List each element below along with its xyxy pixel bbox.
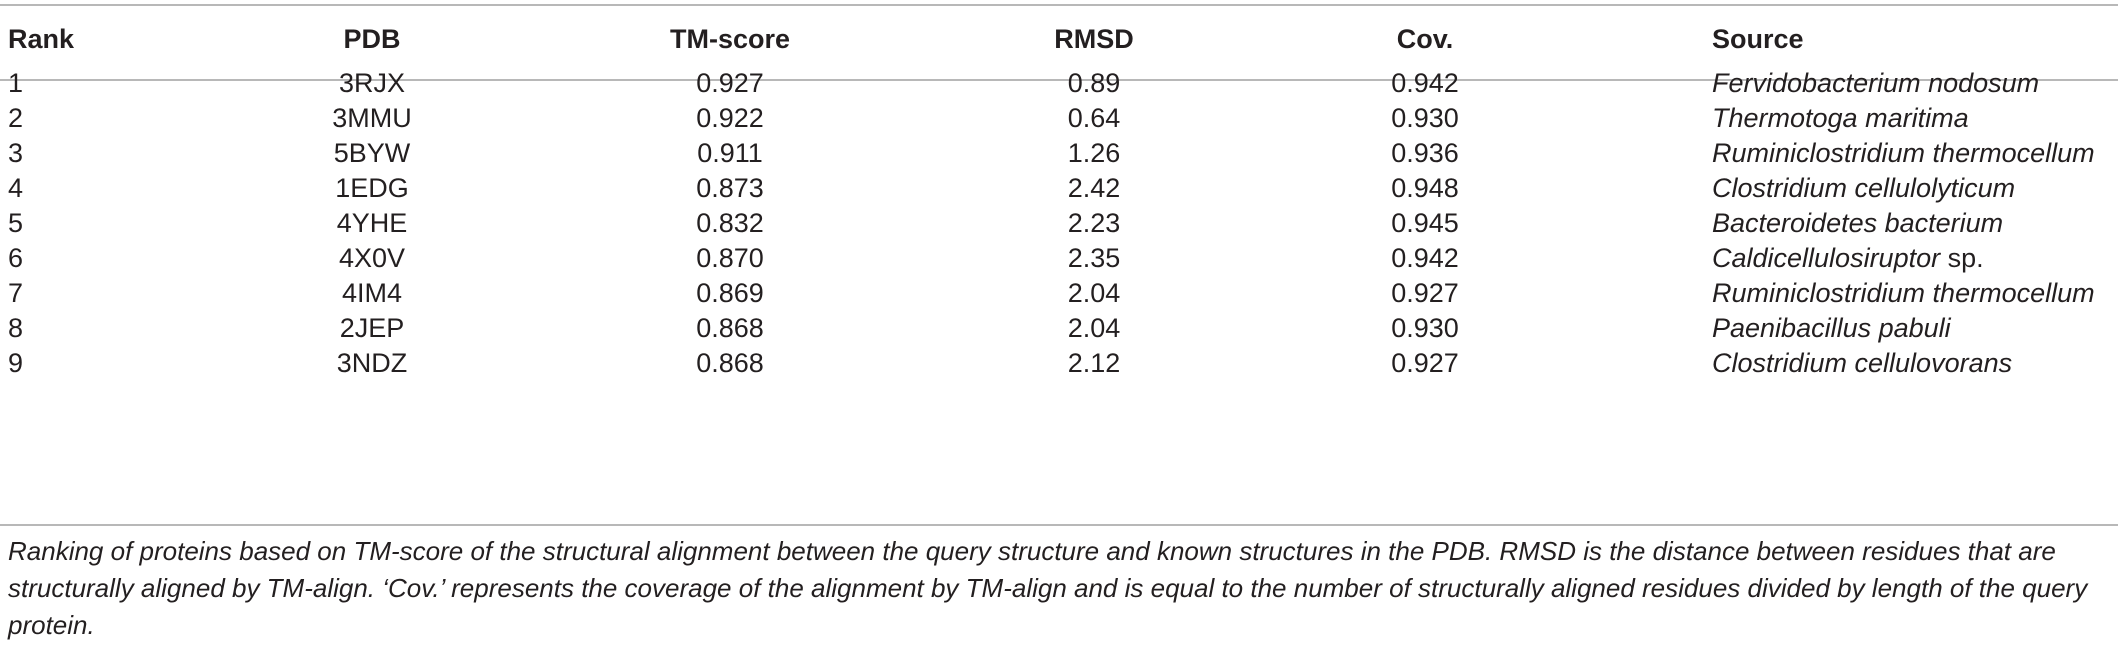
table-row: 9 3NDZ 0.868 2.12 0.927 Clostridium cell… — [0, 340, 2118, 387]
cell-source: Bacteroidetes bacterium — [1712, 200, 2003, 247]
cell-tm-score-value: 0.922 — [696, 103, 764, 133]
header-pdb-label: PDB — [343, 24, 401, 54]
cell-tm-score-value: 0.873 — [696, 173, 764, 203]
cell-rmsd-value: 1.26 — [1067, 138, 1121, 168]
table-row: 8 2JEP 0.868 2.04 0.930 Paenibacillus pa… — [0, 305, 2118, 352]
table-row: 5 4YHE 0.832 2.23 0.945 Bacteroidetes ba… — [0, 200, 2118, 247]
cell-tm-score-value: 0.911 — [697, 138, 763, 168]
species-name: Bacteroidetes bacterium — [1712, 208, 2004, 238]
cell-rank: 5 — [8, 208, 24, 238]
cell-source: Clostridium cellulovorans — [1712, 340, 2012, 387]
species-name: Fervidobacterium nodosum — [1712, 68, 2040, 98]
species-name: Ruminiclostridium thermocellum — [1712, 138, 2095, 168]
cell-tm-score-value: 0.868 — [696, 313, 764, 343]
cell-cov-value: 0.936 — [1391, 138, 1459, 168]
cell-cov-value: 0.942 — [1391, 68, 1459, 98]
cell-pdb-value: 4X0V — [338, 243, 406, 273]
cell-source: Paenibacillus pabuli — [1712, 305, 1951, 352]
header-rank: Rank — [8, 24, 75, 54]
cell-pdb-value: 4YHE — [336, 208, 408, 238]
cell-source: Caldicellulosiruptor sp. — [1712, 235, 1984, 282]
header-source: Source — [1712, 24, 1804, 54]
cell-tm-score-value: 0.868 — [696, 348, 764, 378]
cell-cov-value: 0.930 — [1391, 313, 1459, 343]
cell-cov-value: 0.930 — [1391, 103, 1459, 133]
cell-pdb-value: 3NDZ — [336, 348, 408, 378]
header-rmsd-label: RMSD — [1054, 24, 1134, 54]
table-header-rule — [0, 79, 2118, 81]
cell-rank: 8 — [8, 313, 24, 343]
species-name: Thermotoga maritima — [1712, 103, 1969, 133]
cell-tm-score-value: 0.927 — [696, 68, 764, 98]
cell-tm-score-value: 0.869 — [696, 278, 764, 308]
cell-cov-value: 0.945 — [1391, 208, 1459, 238]
cell-rmsd-value: 2.04 — [1067, 313, 1121, 343]
cell-rank: 7 — [8, 278, 24, 308]
cell-rank: 3 — [8, 138, 24, 168]
table-row: 2 3MMU 0.922 0.64 0.930 Thermotoga marit… — [0, 95, 2118, 142]
cell-rank: 1 — [8, 68, 24, 98]
table-row: 4 1EDG 0.873 2.42 0.948 Clostridium cell… — [0, 165, 2118, 212]
species-name: Paenibacillus pabuli — [1712, 313, 1951, 343]
cell-pdb-value: 4IM4 — [341, 278, 403, 308]
cell-rmsd-value: 2.23 — [1067, 208, 1121, 238]
cell-cov-value: 0.942 — [1391, 243, 1459, 273]
table-row: 3 5BYW 0.911 1.26 0.936 Ruminiclostridiu… — [0, 130, 2118, 177]
species-name: Caldicellulosiruptor — [1712, 243, 1941, 273]
species-name: Clostridium cellulolyticum — [1712, 173, 2016, 203]
cell-cov-value: 0.948 — [1391, 173, 1459, 203]
header-tm-score-label: TM-score — [669, 24, 791, 54]
cell-rank: 9 — [8, 348, 24, 378]
cell-source: Clostridium cellulolyticum — [1712, 165, 2015, 212]
header-cov-label: Cov. — [1396, 24, 1454, 54]
cell-rank: 2 — [8, 103, 24, 133]
cell-pdb-value: 3MMU — [332, 103, 412, 133]
cell-tm-score-value: 0.832 — [696, 208, 764, 238]
table-header-row: Rank PDB TM-score RMSD Cov. Source — [0, 16, 2118, 63]
cell-source: Ruminiclostridium thermocellum — [1712, 130, 2095, 177]
table-row: 6 4X0V 0.870 2.35 0.942 Caldicellulosiru… — [0, 235, 2118, 282]
cell-rmsd-value: 2.42 — [1067, 173, 1121, 203]
cell-rmsd-value: 2.12 — [1067, 348, 1121, 378]
species-name: Clostridium cellulovorans — [1712, 348, 2013, 378]
table-row: 7 4IM4 0.869 2.04 0.927 Ruminiclostridiu… — [0, 270, 2118, 317]
cell-rmsd-value: 0.64 — [1067, 103, 1121, 133]
species-suffix: sp. — [1940, 243, 1984, 273]
cell-source: Thermotoga maritima — [1712, 95, 1969, 142]
cell-tm-score-value: 0.870 — [696, 243, 764, 273]
table-row: 1 3RJX 0.927 0.89 0.942 Fervidobacterium… — [0, 60, 2118, 107]
table-caption: Ranking of proteins based on TM-score of… — [8, 536, 2088, 640]
cell-rank: 4 — [8, 173, 24, 203]
cell-cov-value: 0.927 — [1391, 278, 1459, 308]
cell-source: Ruminiclostridium thermocellum — [1712, 270, 2095, 317]
cell-rmsd-value: 2.35 — [1067, 243, 1121, 273]
cell-pdb-value: 5BYW — [333, 138, 411, 168]
cell-pdb-value: 2JEP — [339, 313, 405, 343]
cell-rmsd-value: 2.04 — [1067, 278, 1121, 308]
cell-source: Fervidobacterium nodosum — [1712, 60, 2039, 107]
species-name: Ruminiclostridium thermocellum — [1712, 278, 2095, 308]
table-bottom-rule — [0, 524, 2118, 526]
table-top-rule — [0, 4, 2118, 6]
cell-cov-value: 0.927 — [1391, 348, 1459, 378]
cell-rank: 6 — [8, 243, 24, 273]
cell-rmsd-value: 0.89 — [1067, 68, 1121, 98]
cell-pdb-value: 1EDG — [335, 173, 409, 203]
cell-pdb-value: 3RJX — [338, 68, 406, 98]
